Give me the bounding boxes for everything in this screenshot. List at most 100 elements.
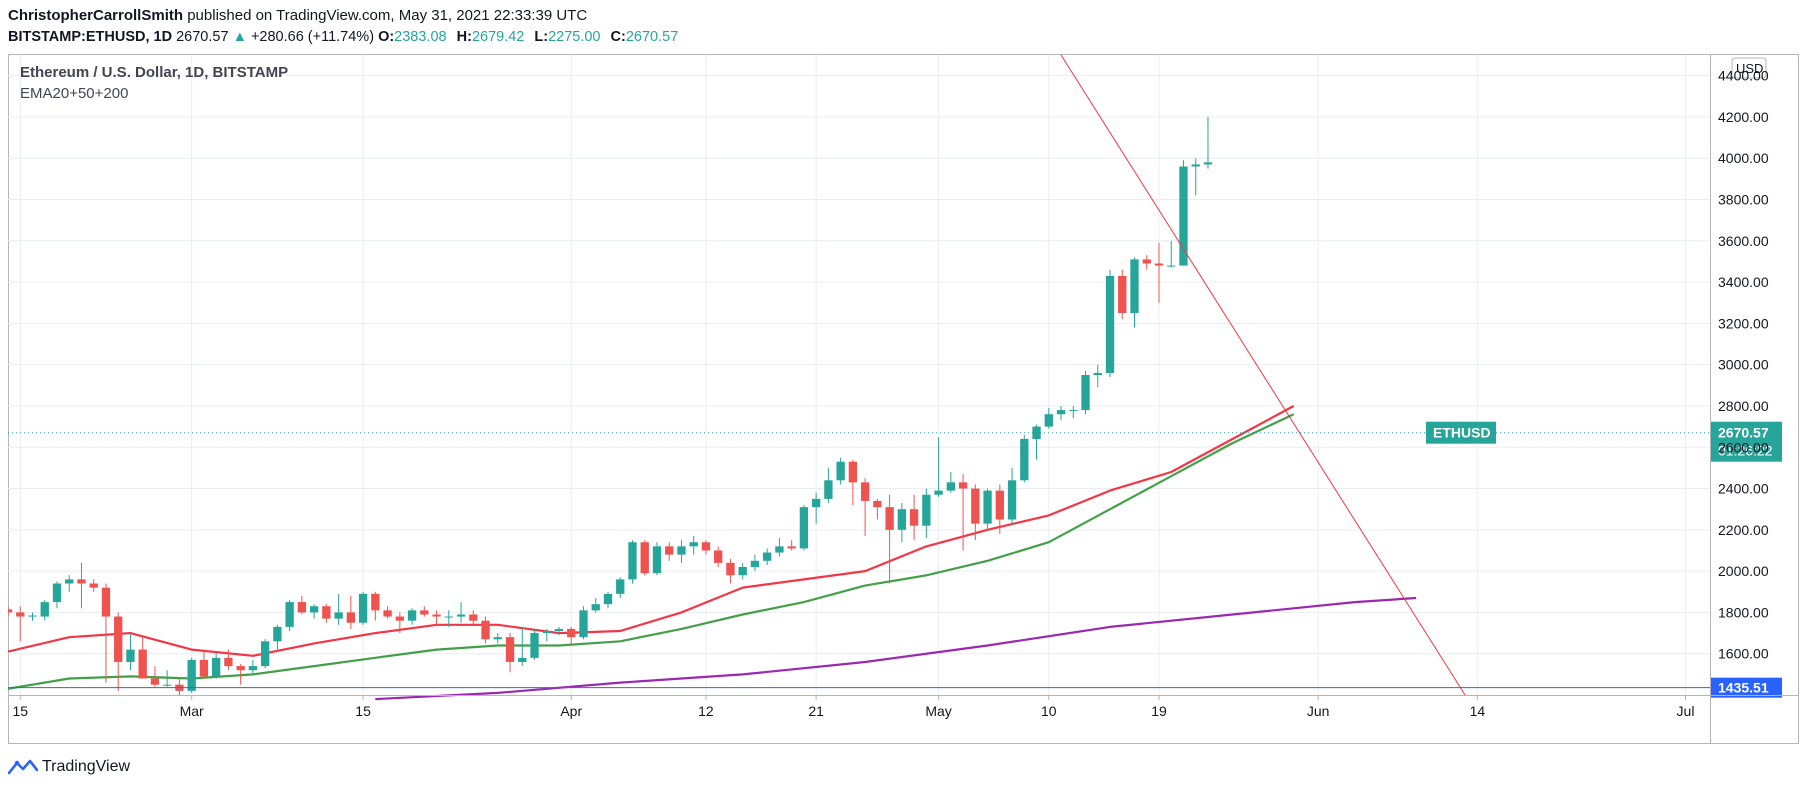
- price-tick-label: 2400.00: [1718, 481, 1769, 497]
- candle-body: [28, 615, 37, 617]
- candle-body: [652, 546, 662, 574]
- low-label: L:: [534, 29, 549, 45]
- candle-body: [799, 507, 809, 549]
- candle-body: [616, 579, 625, 594]
- candle-body: [456, 614, 466, 617]
- legend-indicator[interactable]: EMA20+50+200: [20, 85, 128, 102]
- candle-body: [1020, 439, 1029, 481]
- candle-body: [1179, 166, 1188, 266]
- price-tick-label: 4000.00: [1718, 150, 1769, 166]
- footer-brand[interactable]: TradingView: [8, 754, 130, 780]
- candle-body: [383, 610, 392, 617]
- candle-body: [1081, 375, 1090, 411]
- candle-body: [873, 500, 882, 508]
- time-tick-label: Mar: [180, 703, 204, 719]
- candle-body: [897, 509, 907, 530]
- candle-body: [285, 602, 294, 627]
- price-tick-label: 4200.00: [1718, 109, 1769, 125]
- candle-body: [65, 579, 74, 584]
- close-value: 2670.57: [625, 29, 679, 45]
- time-tick-label: 19: [1151, 703, 1167, 719]
- price-tick-label: 4400.00: [1718, 68, 1769, 84]
- price-change: +280.66 (+11.74%): [250, 29, 375, 45]
- candle-body: [89, 583, 98, 588]
- last-price: 2670.57: [176, 29, 229, 45]
- brand-label: TradingView: [42, 758, 131, 775]
- time-tick-label: 21: [808, 703, 824, 719]
- candle-body: [114, 616, 123, 662]
- candle-body: [860, 482, 870, 501]
- currency-label: USD: [1736, 61, 1763, 76]
- price-chart[interactable]: 1435.51 ETHUSD 2670.57 01:26:22 USD 15 Mar 15 A…: [3, 54, 1799, 744]
- price-tick-label: 3000.00: [1718, 357, 1769, 373]
- candle-body: [750, 560, 760, 567]
- candle-body: [138, 649, 147, 679]
- last-price-tag: [1710, 421, 1782, 462]
- candle-body: [1118, 275, 1127, 314]
- time-tick-label: 10: [1041, 703, 1057, 719]
- candle-body: [211, 657, 221, 677]
- candle-body: [701, 542, 711, 551]
- candle-body: [481, 620, 490, 640]
- last-price-label: 2670.57: [1718, 425, 1769, 441]
- candle-body: [603, 593, 613, 605]
- open-label: O:: [378, 29, 395, 45]
- time-tick-label: Jul: [1677, 703, 1695, 719]
- price-tick-label: 3200.00: [1718, 315, 1769, 331]
- candle-body: [775, 546, 784, 553]
- candle-body: [16, 612, 25, 617]
- grid-lines: [8, 55, 1710, 695]
- candle-body: [101, 587, 111, 617]
- author-name[interactable]: ChristopherCarrollSmith: [8, 7, 184, 24]
- ema50-group: [7, 413, 1295, 690]
- candle-body: [3, 609, 13, 613]
- time-tick-label: May: [925, 703, 951, 719]
- ema20-group: [7, 405, 1295, 657]
- candle-body: [1056, 410, 1066, 415]
- candle-body: [689, 542, 698, 547]
- candle-body: [934, 490, 943, 495]
- symbol-label: BITSTAMP:ETHUSD, 1D: [8, 29, 173, 45]
- price-tick-label: 2600.00: [1718, 439, 1769, 455]
- candle-body: [885, 507, 894, 530]
- ema200-group: [375, 596, 1417, 701]
- price-tick-label: 1600.00: [1718, 646, 1769, 662]
- candle-body: [187, 659, 196, 691]
- price-axis[interactable]: 1600.00 1800.00 2000.00 2200.00 2400.00 2600.…: [1710, 54, 1769, 744]
- up-arrow-icon: ▲: [232, 29, 247, 45]
- candle-body: [493, 637, 502, 640]
- candle-body: [163, 684, 172, 686]
- chart-frame[interactable]: 1435.51 ETHUSD 2670.57 01:26:22 USD 15 Mar 15 A…: [3, 54, 1799, 744]
- candle-body: [40, 602, 49, 617]
- time-tick-label: Jun: [1307, 703, 1330, 719]
- candle-body: [958, 482, 968, 489]
- overlays-group: 1435.51 ETHUSD 2670.57 01:26:22 USD: [8, 54, 1782, 698]
- ema20-line: [7, 405, 1295, 657]
- currency-badge: [1731, 57, 1767, 79]
- price-tick-label: 2800.00: [1718, 398, 1769, 414]
- candle-body: [309, 606, 319, 613]
- candle-body: [518, 657, 527, 662]
- candle-body: [567, 628, 576, 638]
- legend-title: Ethereum / U.S. Dollar, 1D, BITSTAMP: [20, 64, 288, 81]
- candle-body: [420, 610, 429, 615]
- time-tick-label: 12: [698, 703, 714, 719]
- candle-body: [1203, 162, 1213, 165]
- candle-body: [995, 490, 1004, 520]
- price-tick-label: 2200.00: [1718, 522, 1769, 538]
- candle-body: [273, 626, 282, 642]
- candle-body: [1093, 372, 1102, 375]
- trend-line: [1060, 54, 1466, 696]
- time-axis[interactable]: 15 Mar 15 Apr 12 21 May 10 19 Jun 14 Jul: [8, 695, 1799, 719]
- price-tick-label: 3800.00: [1718, 192, 1769, 208]
- candle-body: [346, 612, 356, 623]
- candle-body: [763, 552, 772, 561]
- candle-body: [395, 616, 404, 621]
- candle-body: [260, 641, 270, 667]
- price-tick-label: 1800.00: [1718, 604, 1769, 620]
- candle-body: [334, 612, 343, 619]
- price-tick-label: 3600.00: [1718, 233, 1769, 249]
- ema50-line: [7, 413, 1295, 690]
- candle-body: [1191, 164, 1200, 167]
- candle-body: [297, 602, 307, 613]
